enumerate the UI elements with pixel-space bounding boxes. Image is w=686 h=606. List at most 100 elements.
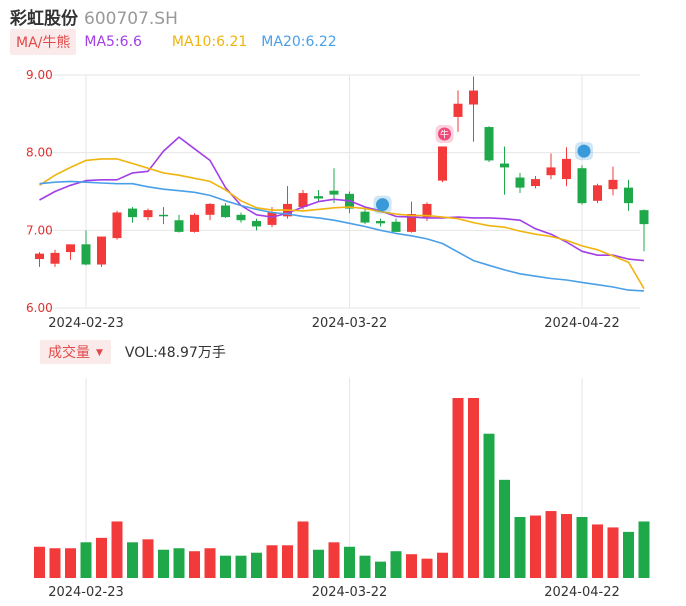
volume-bar[interactable] (251, 552, 262, 578)
volume-bar[interactable] (452, 398, 464, 578)
candle-body[interactable] (407, 214, 416, 232)
candle-body[interactable] (252, 221, 261, 227)
volume-bar[interactable] (220, 555, 231, 578)
volume-bar[interactable] (313, 549, 324, 578)
candle-body[interactable] (453, 103, 463, 117)
candle-body[interactable] (593, 185, 602, 201)
volume-bar[interactable] (375, 561, 386, 578)
x-tick-label: 2024-04-22 (544, 316, 620, 331)
signal-marker-icon[interactable] (438, 127, 451, 141)
volume-bar[interactable] (111, 521, 123, 578)
volume-bar[interactable] (282, 545, 293, 578)
volume-bar[interactable] (189, 551, 200, 578)
volume-bar[interactable] (406, 554, 417, 578)
candle-body[interactable] (639, 210, 649, 225)
volume-bar[interactable] (49, 548, 61, 578)
candle-body[interactable] (422, 203, 432, 218)
volume-bar[interactable] (638, 521, 650, 578)
volume-bar[interactable] (468, 398, 479, 578)
volume-bar[interactable] (297, 521, 309, 578)
volume-bar[interactable] (96, 537, 107, 578)
candle-body[interactable] (546, 167, 556, 176)
volume-bar[interactable] (328, 542, 340, 578)
candle-body[interactable] (562, 158, 571, 180)
candle-body[interactable] (438, 146, 447, 181)
ma-legend: MA/牛熊 MA5:6.6 MA10:6.21 MA20:6.22 (10, 29, 337, 55)
volume-bar[interactable] (390, 551, 402, 578)
candle-body[interactable] (469, 90, 478, 105)
volume-bar[interactable] (34, 546, 45, 578)
volume-bar[interactable] (359, 555, 371, 578)
volume-indicator-button[interactable]: 成交量 ▼ (40, 340, 111, 364)
candle-body[interactable] (360, 211, 370, 223)
volume-bar[interactable] (158, 549, 169, 578)
candle-body[interactable] (376, 221, 385, 224)
candle-body[interactable] (298, 193, 308, 208)
candle-body[interactable] (577, 168, 587, 204)
candle-body[interactable] (531, 179, 540, 187)
volume-bar[interactable] (65, 548, 76, 578)
stock-title-row: 彩虹股份 600707.SH (10, 4, 178, 29)
candle-body[interactable] (515, 177, 525, 188)
candle-body[interactable] (174, 220, 184, 232)
volume-bar[interactable] (592, 524, 603, 578)
ma20-value: MA20:6.22 (261, 34, 337, 50)
ma5-value: MA5:6.6 (84, 34, 142, 50)
volume-bar[interactable] (607, 527, 619, 578)
volume-value: VOL:48.97万手 (124, 345, 226, 361)
candle-body[interactable] (190, 214, 199, 232)
volume-bar[interactable] (173, 548, 185, 578)
candle-body[interactable] (159, 214, 168, 217)
ma10-value: MA10:6.21 (171, 34, 248, 50)
stock-name: 彩虹股份 (10, 9, 78, 29)
candle-body[interactable] (205, 203, 215, 215)
volume-button-label: 成交量 (48, 345, 90, 361)
stock-code: 600707.SH (84, 9, 178, 29)
candle-body[interactable] (128, 208, 137, 218)
candle-body[interactable] (500, 163, 509, 168)
volume-bar[interactable] (127, 542, 138, 578)
volume-bar[interactable] (421, 558, 433, 578)
ma-indicator-button[interactable]: MA/牛熊 (10, 29, 77, 55)
candle-body[interactable] (391, 221, 401, 232)
candle-body[interactable] (267, 212, 277, 225)
volume-bar[interactable] (204, 548, 216, 578)
candle-body[interactable] (329, 190, 339, 195)
volume-bar[interactable] (483, 433, 495, 578)
signal-marker-icon[interactable] (376, 198, 389, 212)
candle-body[interactable] (221, 205, 230, 218)
volume-bar[interactable] (235, 555, 247, 578)
y-tick-label: 9.00 (26, 68, 53, 82)
candle-body[interactable] (236, 214, 246, 221)
volume-bar[interactable] (530, 515, 541, 578)
candle-body[interactable] (81, 244, 91, 265)
volume-bar[interactable] (266, 545, 278, 578)
ma20-line (39, 180, 645, 292)
volume-bar[interactable] (437, 552, 448, 578)
signal-marker-icon[interactable] (577, 144, 591, 158)
volume-bar[interactable] (623, 531, 634, 578)
x-tick-label: 2024-02-23 (48, 585, 124, 600)
candle-body[interactable] (484, 127, 494, 161)
volume-bar[interactable] (545, 511, 557, 578)
volume-bar[interactable] (142, 539, 154, 578)
candle-body[interactable] (35, 253, 44, 260)
candle-body[interactable] (314, 196, 323, 199)
candle-body[interactable] (112, 212, 122, 239)
volume-bar[interactable] (344, 546, 355, 578)
candle-body[interactable] (50, 252, 60, 264)
candle-body[interactable] (608, 179, 618, 190)
volume-bar[interactable] (80, 542, 92, 578)
volume-bar[interactable] (514, 517, 526, 578)
candle-body[interactable] (143, 210, 153, 218)
y-tick-label: 7.00 (26, 223, 53, 237)
candle-body[interactable] (66, 244, 75, 253)
volume-bar[interactable] (499, 479, 510, 578)
candle-body[interactable] (624, 187, 633, 204)
volume-bar[interactable] (576, 517, 588, 578)
candle-body[interactable] (97, 236, 106, 265)
volume-bar[interactable] (561, 514, 572, 578)
signal-marker-label: 牛 (440, 129, 449, 141)
ma10-line (39, 158, 645, 290)
